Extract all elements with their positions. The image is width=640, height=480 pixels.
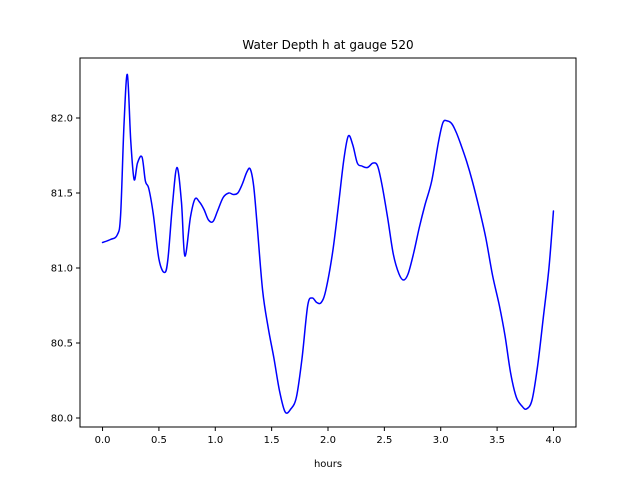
x-axis-title: hours xyxy=(314,459,342,470)
y-tick-label: 80.5 xyxy=(51,339,73,350)
x-axis-ticks: 0.0 0.5 1.0 1.5 2.0 2.5 3.0 3.5 4.0 xyxy=(95,427,562,446)
y-tick-label: 82.0 xyxy=(51,114,73,125)
chart-title: Water Depth h at gauge 520 xyxy=(242,38,413,52)
y-tick-label: 80.0 xyxy=(51,414,73,425)
y-axis-ticks: 80.0 80.5 81.0 81.5 82.0 xyxy=(51,114,80,425)
x-tick-label: 0.0 xyxy=(95,435,111,446)
x-tick-label: 4.0 xyxy=(546,435,562,446)
y-tick-label: 81.0 xyxy=(51,264,73,275)
x-tick-label: 1.0 xyxy=(207,435,223,446)
y-tick-label: 81.5 xyxy=(51,189,73,200)
x-tick-label: 3.5 xyxy=(489,435,505,446)
x-tick-label: 3.0 xyxy=(433,435,449,446)
x-tick-label: 0.5 xyxy=(151,435,167,446)
x-tick-label: 2.0 xyxy=(320,435,336,446)
x-tick-label: 2.5 xyxy=(376,435,392,446)
series-line xyxy=(101,73,555,414)
plot-area xyxy=(80,58,576,427)
plot-frame xyxy=(79,57,577,428)
x-tick-label: 1.5 xyxy=(264,435,280,446)
